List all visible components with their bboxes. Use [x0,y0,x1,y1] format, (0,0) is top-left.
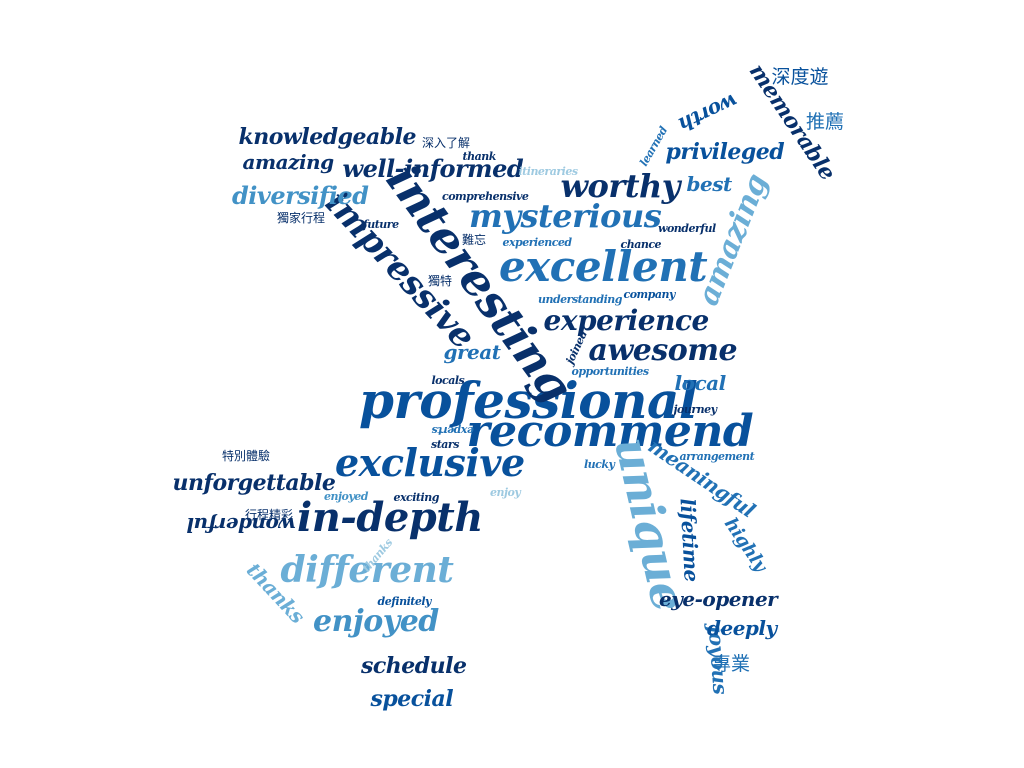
word-opportunities-56: opportunities [571,364,650,378]
word-schedule-26: schedule [361,653,467,679]
word-worth-32: worth [674,88,742,138]
word-cjk-36: 深度遊 [771,65,829,88]
word-enjoyed-13: enjoyed [313,604,439,639]
word-eye-opener-23: eye-opener [659,587,778,611]
word-comprehensive-48: comprehensive [442,189,529,203]
word-recommend-1: recommend [466,406,754,457]
word-unforgettable-20: unforgettable [172,470,336,496]
word-experienced-51: experienced [502,235,573,249]
word-highly-35: highly [719,514,771,576]
word-privileged-19: privileged [665,139,785,165]
word-experience-11: experience [543,304,710,337]
word-cjk-37: 推薦 [806,110,845,133]
word-worthy-9: worthy [560,167,681,205]
word-understanding-53: understanding [538,292,622,306]
word-itineraries-47: itineraries [518,164,579,178]
word-special-27: special [370,686,454,712]
word-diversified-17: diversified [232,181,369,210]
word-enjoy-65: enjoy [490,485,521,499]
word-mysterious-8: mysterious [469,197,662,235]
word-cjk-40: 獨家行程 [277,211,326,225]
word-future-49: future [363,217,399,231]
word-company-54: company [623,287,676,301]
word-different-12: different [280,549,454,591]
word-cjk-42: 獨特 [428,274,453,288]
word-wonderful-50: wonderful [658,221,716,235]
word-definitely-67: definitely [377,594,432,608]
word-well-informed-15: well-informed [342,154,524,183]
word-cjk-44: 行程精彩 [245,508,294,522]
word-exciting-64: exciting [393,490,440,504]
word-cjk-38: 專業 [712,652,751,675]
word-thank-45: thank [462,149,497,163]
word-professional-0: professional [359,371,698,430]
word-awesome-10: awesome [588,333,738,368]
word-chance-52: chance [620,237,662,251]
word-journey-58: journey [673,402,718,416]
word-arrangement-62: arrangement [679,449,755,463]
word-stars-60: stars [431,437,459,451]
word-locals-57: locals [431,373,465,387]
word-exclusive-5: exclusive [335,440,525,485]
word-lifetime-22: lifetime [674,497,704,583]
word-great-34: great [443,340,501,364]
word-cjk-39: 深入了解 [422,136,471,150]
word-in-depth-6: in-depth [297,494,483,541]
word-lucky-61: lucky [584,457,615,471]
word-deeply-25: deeply [707,616,777,640]
word-local-33: local [674,371,727,395]
word-best-31: best [686,172,733,196]
word-excellent-3: excellent [499,242,708,291]
word-enjoyed-63: enjoyed [324,489,368,503]
word-amazing-30: amazing [242,150,335,174]
word-knowledgeable-16: knowledgeable [238,124,417,150]
word-cjk-41: 難忘 [462,233,487,247]
word-learned-46: learned [636,124,670,168]
word-experts-59: experts [432,423,474,437]
word-cjk-43: 特別體驗 [222,449,271,463]
